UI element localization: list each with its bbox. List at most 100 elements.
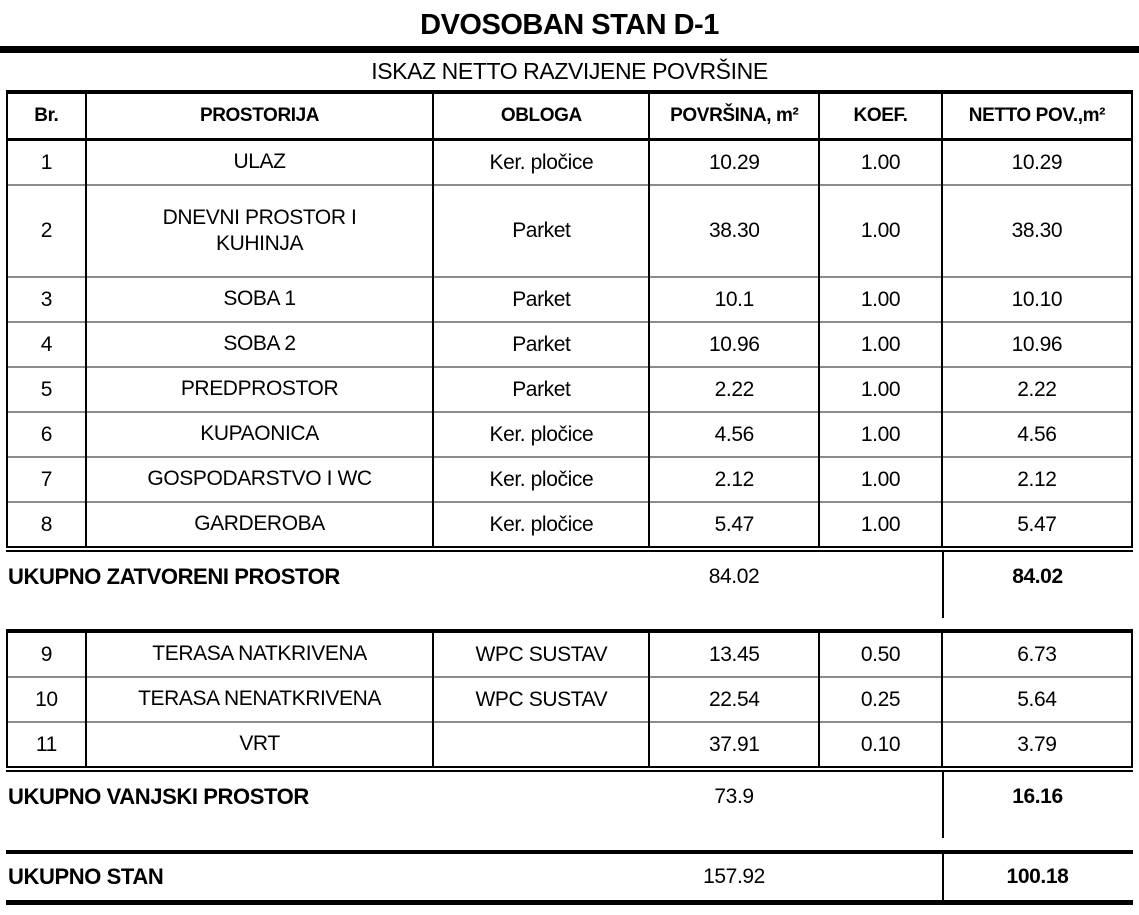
cell-br: 10 xyxy=(6,676,87,722)
col-header-net: NETTO POV.,m² xyxy=(940,92,1134,141)
cell-finish: WPC SUSTAV xyxy=(432,631,651,677)
col-header-room: PROSTORIJA xyxy=(84,92,435,141)
cell-area: 4.56 xyxy=(648,411,821,457)
cell-area: 2.12 xyxy=(648,456,821,502)
cell-finish: WPC SUSTAV xyxy=(432,676,651,722)
indoor-total-net: 84.02 xyxy=(1012,565,1063,588)
table-row: 3 SOBA 1 Parket 10.1 1.00 10.10 xyxy=(6,276,1134,322)
table-row: 2 DNEVNI PROSTOR I KUHINJA Parket 38.30 … xyxy=(6,184,1134,277)
cell-br: 9 xyxy=(6,631,87,677)
cell-finish: Parket xyxy=(432,321,651,367)
table-row: 4 SOBA 2 Parket 10.96 1.00 10.96 xyxy=(6,321,1134,367)
cell-room: SOBA 1 xyxy=(84,276,435,322)
cell-room: VRT xyxy=(84,721,435,769)
cell-br: 8 xyxy=(6,501,87,549)
cell-area: 2.22 xyxy=(648,366,821,412)
indoor-total-area: 84.02 xyxy=(708,565,760,588)
table-row: 7 GOSPODARSTVO I WC Ker. pločice 2.12 1.… xyxy=(6,456,1134,502)
table-row: 8 GARDEROBA Ker. pločice 5.47 1.00 5.47 xyxy=(6,501,1134,549)
outdoor-total-area: 73.9 xyxy=(714,785,754,808)
indoor-total-label: UKUPNO ZATVORENI PROSTOR xyxy=(8,564,340,589)
cell-net: 2.22 xyxy=(940,366,1134,412)
cell-area: 5.47 xyxy=(648,501,821,549)
cell-room: GARDEROBA xyxy=(84,501,435,549)
indoor-total-row: UKUPNO ZATVORENI PROSTOR 84.02 84.02 xyxy=(6,552,1133,618)
cell-area: 10.1 xyxy=(648,276,821,322)
cell-room: DNEVNI PROSTOR I KUHINJA xyxy=(84,184,435,277)
grand-total-net: 100.18 xyxy=(1006,865,1069,888)
cell-coef: 1.00 xyxy=(818,456,943,502)
cell-net: 4.56 xyxy=(940,411,1134,457)
cell-area: 10.96 xyxy=(648,321,821,367)
header-row: Br. PROSTORIJA OBLOGA POVRŠINA, m² KOEF.… xyxy=(6,92,1134,141)
table-row: 6 KUPAONICA Ker. pločice 4.56 1.00 4.56 xyxy=(6,411,1134,457)
grand-total-row: UKUPNO STAN 157.92 100.18 xyxy=(6,850,1133,905)
outdoor-total-net: 16.16 xyxy=(1012,785,1063,808)
total-divider-line xyxy=(941,854,944,900)
cell-room: TERASA NENATKRIVENA xyxy=(84,676,435,722)
grand-total-label: UKUPNO STAN xyxy=(8,864,164,889)
cell-finish: Ker. pločice xyxy=(432,456,651,502)
outdoor-total-row: UKUPNO VANJSKI PROSTOR 73.9 16.16 xyxy=(6,772,1133,838)
cell-area: 22.54 xyxy=(648,676,821,722)
table-row: 9 TERASA NATKRIVENA WPC SUSTAV 13.45 0.5… xyxy=(6,631,1134,677)
table-row: 5 PREDPROSTOR Parket 2.22 1.00 2.22 xyxy=(6,366,1134,412)
cell-room: SOBA 2 xyxy=(84,321,435,367)
cell-finish: Ker. pločice xyxy=(432,501,651,549)
cell-coef: 1.00 xyxy=(818,501,943,549)
cell-net: 6.73 xyxy=(940,631,1134,677)
total-divider-line xyxy=(941,772,944,838)
cell-area: 38.30 xyxy=(648,184,821,277)
cell-finish: Parket xyxy=(432,366,651,412)
cell-coef: 1.00 xyxy=(818,184,943,277)
table-row: 11 VRT 37.91 0.10 3.79 xyxy=(6,721,1134,769)
section-gap xyxy=(6,602,1133,629)
cell-br: 4 xyxy=(6,321,87,367)
col-header-coef: KOEF. xyxy=(818,92,943,141)
cell-coef: 0.50 xyxy=(818,631,943,677)
cell-net: 5.64 xyxy=(940,676,1134,722)
cell-coef: 1.00 xyxy=(818,276,943,322)
col-header-finish: OBLOGA xyxy=(432,92,651,141)
cell-finish xyxy=(432,721,651,769)
cell-room: GOSPODARSTVO I WC xyxy=(84,456,435,502)
cell-br: 3 xyxy=(6,276,87,322)
cell-coef: 1.00 xyxy=(818,321,943,367)
total-divider-line xyxy=(941,552,944,618)
cell-br: 1 xyxy=(6,139,87,185)
page-title: DVOSOBAN STAN D-1 xyxy=(420,9,719,41)
col-header-br: Br. xyxy=(6,92,87,141)
cell-room: TERASA NATKRIVENA xyxy=(84,631,435,677)
table-row: 10 TERASA NENATKRIVENA WPC SUSTAV 22.54 … xyxy=(6,676,1134,722)
cell-area: 37.91 xyxy=(648,721,821,769)
cell-coef: 1.00 xyxy=(818,366,943,412)
cell-coef: 1.00 xyxy=(818,411,943,457)
cell-finish: Parket xyxy=(432,276,651,322)
cell-coef: 0.25 xyxy=(818,676,943,722)
cell-area: 13.45 xyxy=(648,631,821,677)
cell-net: 10.10 xyxy=(940,276,1134,322)
cell-br: 6 xyxy=(6,411,87,457)
table-subtitle: ISKAZ NETTO RAZVIJENE POVRŠINE xyxy=(371,58,768,84)
cell-br: 7 xyxy=(6,456,87,502)
cell-net: 10.29 xyxy=(940,139,1134,185)
cell-net: 3.79 xyxy=(940,721,1134,769)
cell-finish: Ker. pločice xyxy=(432,411,651,457)
cell-area: 10.29 xyxy=(648,139,821,185)
cell-net: 5.47 xyxy=(940,501,1134,549)
cell-br: 2 xyxy=(6,184,87,277)
cell-room: PREDPROSTOR xyxy=(84,366,435,412)
cell-coef: 0.10 xyxy=(818,721,943,769)
title-rule xyxy=(0,46,1139,53)
cell-room: ULAZ xyxy=(84,139,435,185)
cell-room: KUPAONICA xyxy=(84,411,435,457)
table-row: 1 ULAZ Ker. pločice 10.29 1.00 10.29 xyxy=(6,139,1134,185)
cell-br: 11 xyxy=(6,721,87,769)
cell-finish: Parket xyxy=(432,184,651,277)
cell-coef: 1.00 xyxy=(818,139,943,185)
outdoor-rooms-table: 9 TERASA NATKRIVENA WPC SUSTAV 13.45 0.5… xyxy=(6,629,1134,772)
cell-finish: Ker. pločice xyxy=(432,139,651,185)
section-gap xyxy=(6,822,1133,850)
cell-net: 2.12 xyxy=(940,456,1134,502)
